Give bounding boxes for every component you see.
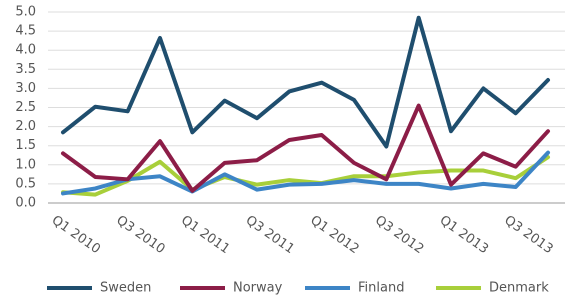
x-tick-label: Q1 2010	[49, 213, 103, 257]
legend-label: Norway	[233, 281, 283, 296]
x-tick-label: Q3 2011	[243, 213, 297, 257]
series-line	[61, 103, 550, 193]
series-line	[61, 150, 550, 196]
y-tick-label: 2.5	[15, 100, 36, 115]
series-line	[61, 15, 550, 149]
legend-label: Denmark	[489, 281, 549, 296]
x-tick-label: Q1 2012	[307, 213, 361, 257]
y-tick-label: 0.5	[15, 176, 36, 191]
y-tick-label: 0.0	[15, 196, 36, 211]
legend-label: Sweden	[100, 281, 151, 296]
x-tick-label: Q1 2011	[178, 213, 232, 257]
y-tick-label: 3.0	[15, 81, 36, 96]
y-tick-label: 5.0	[15, 5, 36, 20]
y-tick-label: 1.5	[15, 138, 36, 153]
y-tick-label: 2.0	[15, 119, 36, 134]
y-tick-label: 4.0	[15, 43, 36, 58]
x-tick-label: Q3 2010	[113, 213, 167, 257]
y-tick-label: 3.5	[15, 62, 36, 77]
x-tick-label: Q3 2013	[501, 213, 555, 257]
y-tick-label: 4.5	[15, 24, 36, 39]
x-tick-label: Q1 2013	[437, 213, 491, 257]
y-tick-label: 1.0	[15, 157, 36, 172]
x-tick-label: Q3 2012	[372, 213, 426, 257]
legend-label: Finland	[358, 281, 404, 296]
